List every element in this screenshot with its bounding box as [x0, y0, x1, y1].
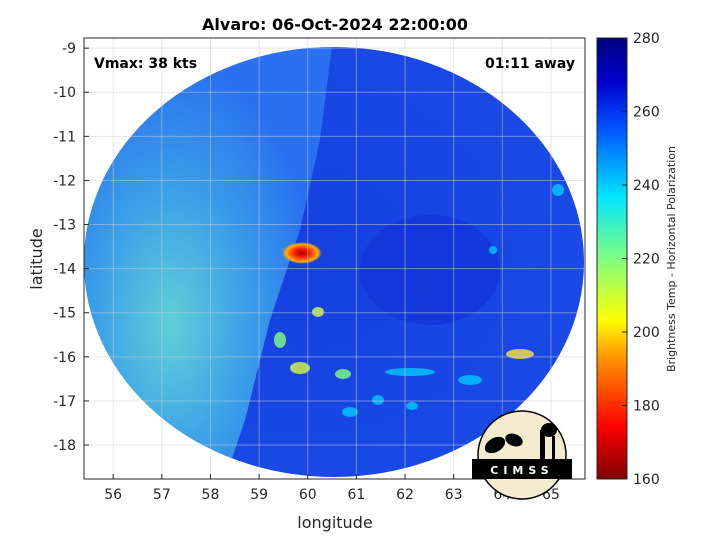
x-tick-label: 57 — [153, 487, 171, 503]
y-tick-label: -15 — [53, 306, 76, 322]
image-layer — [84, 47, 584, 477]
x-tick-label: 62 — [396, 487, 414, 503]
x-tick-label: 58 — [202, 487, 220, 503]
x-tick-label: 63 — [445, 487, 463, 503]
y-tick-label: -12 — [53, 173, 76, 189]
axes-box — [83, 37, 586, 480]
logo-text: CIMSS — [490, 464, 553, 477]
left-swath — [84, 47, 333, 477]
y-tick-label: -11 — [53, 129, 76, 145]
y-axis-label: latitude — [27, 228, 46, 289]
colorbar-tick-label: 280 — [633, 31, 660, 47]
x-tick-label: 59 — [250, 487, 268, 503]
colorbar-tick-label: 220 — [633, 252, 660, 268]
colorbar-tick-label: 180 — [633, 399, 660, 415]
colorbar-tick-label: 260 — [633, 105, 660, 121]
x-tick-label: 61 — [347, 487, 365, 503]
y-tick-label: -14 — [53, 262, 76, 278]
y-tick-label: -9 — [62, 41, 76, 57]
y-tick-label: -10 — [53, 85, 76, 101]
y-tick-label: -16 — [53, 350, 76, 366]
cimss-logo: CIMSS — [472, 410, 572, 500]
y-ticks: -9 -10 -11 -12 -13 -14 -15 -16 -17 -18 — [53, 41, 89, 454]
gridlines — [84, 38, 585, 479]
colorbar-tick-label: 160 — [633, 472, 660, 488]
x-tick-label: 60 — [299, 487, 317, 503]
x-tick-label: 56 — [104, 487, 122, 503]
convective-core — [282, 242, 322, 264]
y-tick-label: -17 — [53, 394, 76, 410]
time-away-annotation: 01:11 away — [485, 56, 575, 72]
x-axis-label: longitude — [297, 513, 372, 532]
colorbar-tick-label: 240 — [633, 178, 660, 194]
colorbar-label: Brightness Temp - Horizontal Polarizatio… — [665, 146, 678, 372]
colorbar-tick-label: 200 — [633, 325, 660, 341]
y-tick-label: -13 — [53, 218, 76, 234]
vmax-annotation: Vmax: 38 kts — [94, 56, 197, 72]
colorbar-ticks: 160 180 200 220 240 260 280 — [622, 31, 660, 488]
y-tick-label: -18 — [53, 438, 76, 454]
chart-title: Alvaro: 06-Oct-2024 22:00:00 — [202, 15, 468, 34]
